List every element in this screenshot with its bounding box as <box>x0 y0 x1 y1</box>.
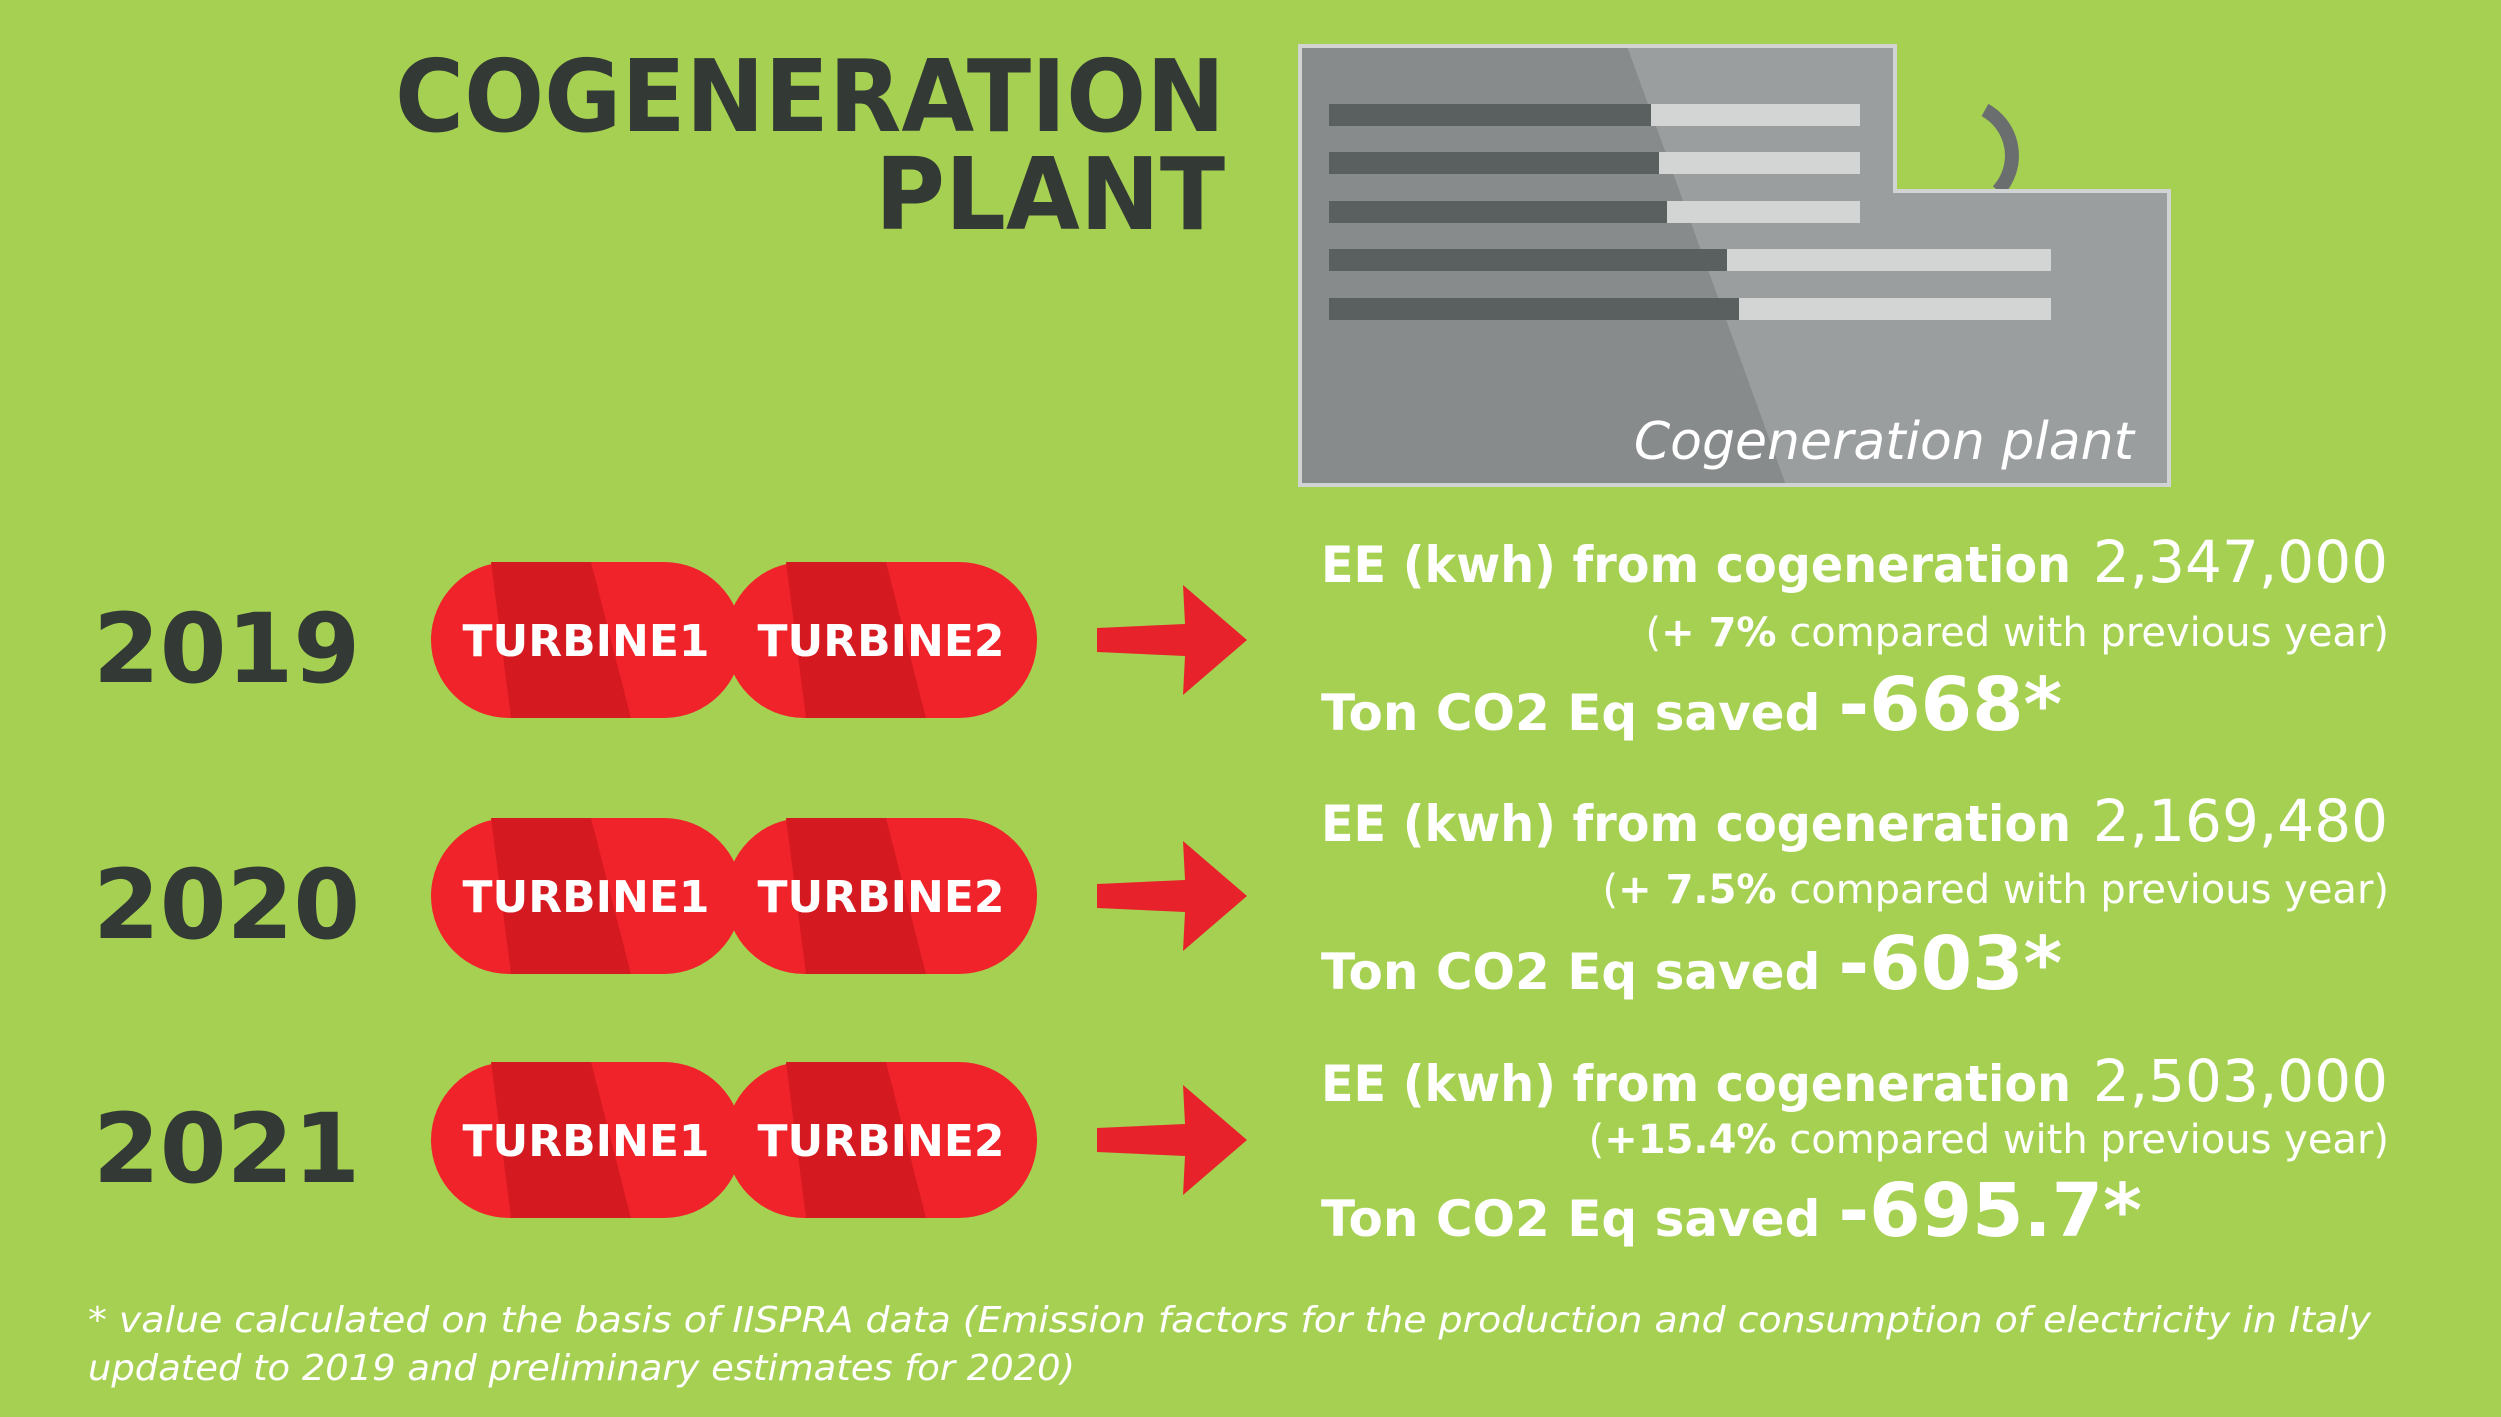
plant-label: Cogeneration plant <box>1634 412 2136 472</box>
ee-value: 2,347,000 <box>2093 528 2388 596</box>
change: (+ 7.5% compared with previous year) <box>1603 867 2389 913</box>
saved-label: Ton CO2 Eq saved <box>1321 684 1820 742</box>
turbine: TURBINE1 <box>431 1062 742 1218</box>
turbine: TURBINE2 <box>726 1062 1037 1218</box>
turbine-shade <box>491 562 631 718</box>
turbine: TURBINE1 <box>431 818 742 974</box>
turbine: TURBINE2 <box>726 562 1037 718</box>
turbine-shade <box>786 1062 926 1218</box>
footnote: updated to 2019 and preliminary estimate… <box>88 1348 1075 1389</box>
change-percent: + 7.5% <box>1618 867 1776 913</box>
change-text: compared with previous year) <box>1777 1117 2389 1163</box>
year: 2021 <box>93 1093 360 1205</box>
turbine-shade <box>491 1062 631 1218</box>
turbine-shade <box>491 818 631 974</box>
change: (+15.4% compared with previous year) <box>1589 1117 2389 1163</box>
turbine: TURBINE2 <box>726 818 1037 974</box>
change-open: ( <box>1646 610 1662 656</box>
year: 2019 <box>93 593 360 705</box>
change-open: ( <box>1589 1117 1605 1163</box>
change-open: ( <box>1603 867 1619 913</box>
change-text: compared with previous year) <box>1777 610 2389 656</box>
ee-label: EE (kwh) from cogeneration <box>1321 795 2071 853</box>
ee-value: 2,169,480 <box>2093 787 2388 855</box>
saved-value: -695.7* <box>1838 1168 2141 1254</box>
title-line: COGENERATION <box>395 38 1225 155</box>
plant-icon <box>1298 44 2171 487</box>
turbine-shade <box>786 818 926 974</box>
change-percent: +15.4% <box>1604 1117 1776 1163</box>
change-percent: + 7% <box>1661 610 1776 656</box>
turbine-label: TURBINE2 <box>757 872 1004 923</box>
turbine-shade <box>786 562 926 718</box>
rows: 2019 TURBINE1 TURBINE2 EE (kwh) from cogene… <box>93 528 2389 1254</box>
saved: Ton CO2 Eq saved -695.7* <box>1321 1168 2142 1254</box>
ee-value: 2,503,000 <box>2093 1047 2388 1115</box>
turbine-label: TURBINE2 <box>757 616 1004 667</box>
turbine-label: TURBINE1 <box>462 616 709 667</box>
saved-label: Ton CO2 Eq saved <box>1321 1190 1820 1248</box>
ee-label: EE (kwh) from cogeneration <box>1321 536 2071 594</box>
turbine-label: TURBINE1 <box>462 1116 709 1167</box>
year: 2020 <box>93 849 360 961</box>
footnote: * value calculated on the basis of IISPR… <box>88 1300 2372 1341</box>
change-text: compared with previous year) <box>1777 867 2389 913</box>
turbine-label: TURBINE2 <box>757 1116 1004 1167</box>
turbine-label: TURBINE1 <box>462 872 709 923</box>
title-line: PLANT <box>875 136 1225 253</box>
saved: Ton CO2 Eq saved -668* <box>1321 662 2062 748</box>
saved: Ton CO2 Eq saved -603* <box>1321 921 2062 1007</box>
ee-label: EE (kwh) from cogeneration <box>1321 1055 2071 1113</box>
arrow <box>1097 585 1247 695</box>
turbine: TURBINE1 <box>431 562 742 718</box>
change: (+ 7% compared with previous year) <box>1646 610 2389 656</box>
saved-value: -603* <box>1838 921 2062 1007</box>
arrow <box>1097 1085 1247 1195</box>
saved-label: Ton CO2 Eq saved <box>1321 943 1820 1001</box>
arrow <box>1097 841 1247 951</box>
saved-value: -668* <box>1838 662 2062 748</box>
